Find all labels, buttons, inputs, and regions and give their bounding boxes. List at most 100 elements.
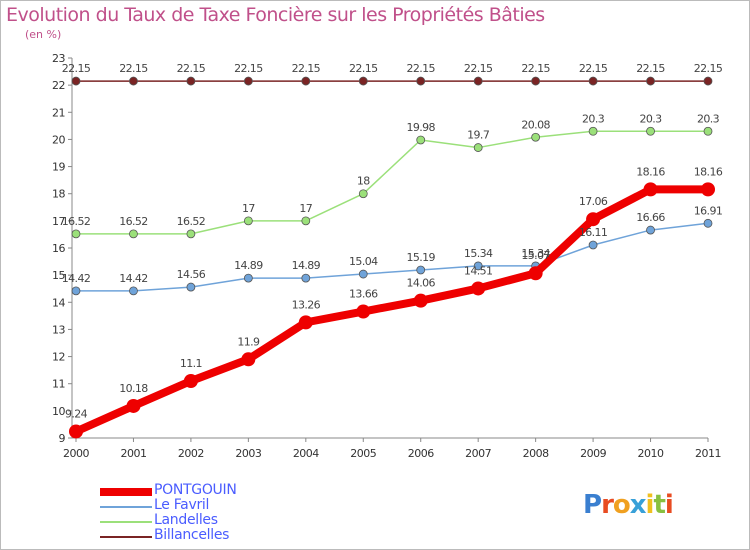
data-label: 14.89 bbox=[234, 259, 263, 272]
data-label: 22.15 bbox=[464, 62, 493, 75]
legend-label: Billancelles bbox=[154, 527, 230, 543]
legend-swatch bbox=[100, 488, 152, 496]
data-point bbox=[358, 269, 368, 279]
legend-label: PONTGOUIN bbox=[154, 482, 237, 498]
data-label: 14.56 bbox=[177, 268, 206, 281]
legend-swatch bbox=[100, 521, 152, 523]
data-label: 22.15 bbox=[349, 62, 378, 75]
data-label: 20.3 bbox=[582, 112, 605, 125]
x-tick-label: 2003 bbox=[235, 447, 261, 460]
data-point bbox=[69, 424, 83, 439]
data-point bbox=[588, 126, 598, 136]
series-line-landelles bbox=[75, 130, 709, 235]
data-label: 16.52 bbox=[62, 215, 91, 228]
data-label: 22.15 bbox=[62, 62, 91, 75]
y-tick-label: 13 bbox=[52, 323, 65, 336]
data-label: 22.15 bbox=[234, 62, 263, 75]
data-point bbox=[301, 273, 311, 283]
y-tick-label: 14 bbox=[52, 296, 65, 309]
y-tick-label: 18 bbox=[52, 188, 65, 201]
data-point bbox=[643, 182, 658, 197]
data-point bbox=[416, 135, 426, 145]
logo-letter: i bbox=[664, 490, 674, 520]
data-label: 18.16 bbox=[694, 165, 723, 178]
data-label: 14.89 bbox=[292, 259, 321, 272]
data-label: 15.19 bbox=[406, 251, 435, 264]
x-tick-label: 2010 bbox=[638, 447, 664, 460]
data-label: 22.15 bbox=[636, 62, 665, 75]
data-label: 22.15 bbox=[694, 62, 723, 75]
logo-letter: i bbox=[645, 490, 655, 520]
data-point bbox=[473, 76, 483, 86]
data-point bbox=[186, 282, 196, 292]
data-point bbox=[356, 304, 371, 319]
data-label: 22.15 bbox=[177, 62, 206, 75]
data-label: 16.11 bbox=[579, 226, 608, 239]
chart-subtitle: (en %) bbox=[25, 28, 62, 41]
data-label: 14.51 bbox=[464, 264, 493, 277]
data-point bbox=[241, 352, 256, 367]
y-tick-label: 21 bbox=[52, 106, 65, 119]
data-label: 14.06 bbox=[406, 277, 435, 290]
data-label: 20.08 bbox=[521, 118, 550, 131]
data-point bbox=[243, 216, 253, 226]
x-tick-label: 2011 bbox=[695, 447, 721, 460]
data-label: 20.3 bbox=[639, 112, 662, 125]
y-tick-label: 20 bbox=[52, 133, 65, 146]
legend-swatch bbox=[100, 506, 152, 508]
data-label: 9.24 bbox=[65, 407, 88, 420]
data-point bbox=[186, 229, 196, 239]
data-label: 18 bbox=[357, 175, 370, 188]
data-point bbox=[473, 143, 483, 152]
data-point bbox=[416, 76, 426, 86]
data-point bbox=[588, 76, 598, 86]
data-point bbox=[531, 132, 541, 142]
data-point bbox=[129, 229, 138, 239]
data-point bbox=[186, 76, 196, 86]
data-label: 17.06 bbox=[579, 195, 608, 208]
data-point bbox=[646, 126, 655, 136]
x-tick-label: 2007 bbox=[465, 447, 491, 460]
x-tick-label: 2001 bbox=[120, 447, 146, 460]
data-point bbox=[71, 286, 81, 296]
x-tick-label: 2008 bbox=[523, 447, 549, 460]
data-point bbox=[528, 266, 543, 281]
legend-label: Le Favril bbox=[154, 497, 210, 513]
data-point bbox=[646, 76, 655, 86]
data-point bbox=[646, 225, 655, 235]
data-point bbox=[129, 76, 138, 86]
data-point bbox=[129, 286, 138, 296]
data-label: 16.52 bbox=[177, 215, 206, 228]
data-point bbox=[243, 273, 253, 283]
data-label: 16.66 bbox=[636, 211, 665, 224]
data-label: 20.3 bbox=[697, 112, 720, 125]
data-point bbox=[703, 218, 713, 228]
data-label: 11.9 bbox=[237, 335, 260, 348]
data-label: 16.91 bbox=[694, 204, 723, 217]
data-label: 15.07 bbox=[521, 249, 550, 262]
data-point bbox=[126, 398, 141, 413]
logo-letter: t bbox=[653, 490, 665, 520]
data-label: 17 bbox=[299, 202, 312, 215]
data-point bbox=[588, 240, 598, 250]
data-label: 13.66 bbox=[349, 288, 378, 301]
y-tick-label: 22 bbox=[52, 79, 65, 92]
series-line-pontgouin bbox=[72, 185, 712, 436]
data-label: 19.98 bbox=[406, 121, 435, 134]
data-point bbox=[473, 261, 483, 271]
logo-letter: x bbox=[629, 490, 647, 520]
y-tick-label: 12 bbox=[52, 351, 65, 364]
y-tick-label: 17 bbox=[52, 215, 65, 228]
data-point bbox=[301, 76, 311, 86]
data-point bbox=[416, 265, 426, 275]
chart-title: Evolution du Taux de Taxe Foncière sur l… bbox=[6, 4, 545, 26]
legend-swatch bbox=[100, 536, 152, 538]
proxiti-logo: Proxiti bbox=[583, 490, 674, 520]
x-tick-label: 2006 bbox=[408, 447, 434, 460]
data-point bbox=[701, 182, 715, 197]
x-tick-label: 2002 bbox=[178, 447, 204, 460]
logo-letter: P bbox=[583, 490, 602, 520]
data-point bbox=[301, 216, 311, 226]
logo-letter: o bbox=[612, 490, 631, 520]
